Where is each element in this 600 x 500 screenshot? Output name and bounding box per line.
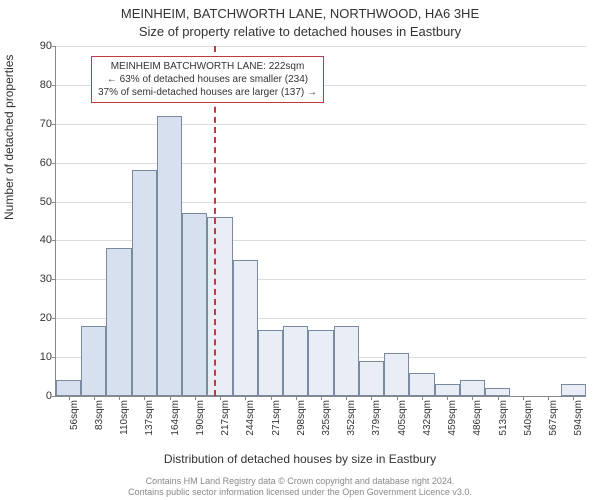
- histogram-bar: [359, 361, 384, 396]
- xtick-label: 325sqm: [321, 400, 332, 436]
- histogram-bar: [334, 326, 359, 396]
- histogram-bar: [207, 217, 232, 396]
- histogram-bar: [435, 384, 460, 396]
- xtick-label: 486sqm: [472, 400, 483, 436]
- xtick-label: 298sqm: [296, 400, 307, 436]
- ytick-mark: [52, 46, 56, 47]
- xtick-label: 379sqm: [371, 400, 382, 436]
- ytick-mark: [52, 202, 56, 203]
- histogram-bar: [132, 170, 157, 396]
- xtick-label: 110sqm: [119, 400, 130, 435]
- ytick-label: 30: [40, 273, 52, 285]
- callout-line2: ← 63% of detached houses are smaller (23…: [98, 73, 317, 86]
- xtick-label: 217sqm: [220, 400, 231, 436]
- xtick-label: 137sqm: [144, 400, 155, 436]
- histogram-bar: [409, 373, 434, 396]
- plot-area: 010203040506070809056sqm83sqm110sqm137sq…: [55, 46, 586, 397]
- ytick-mark: [52, 357, 56, 358]
- xtick-label: 405sqm: [397, 400, 408, 436]
- ytick-label: 40: [40, 234, 52, 246]
- histogram-bar: [485, 388, 510, 396]
- histogram-bar: [233, 260, 258, 396]
- histogram-bar: [460, 380, 485, 396]
- xtick-label: 352sqm: [346, 400, 357, 436]
- ytick-mark: [52, 279, 56, 280]
- ytick-label: 20: [40, 312, 52, 324]
- xtick-label: 540sqm: [523, 400, 534, 436]
- histogram-bar: [56, 380, 81, 396]
- ytick-label: 70: [40, 118, 52, 130]
- callout-line1: MEINHEIM BATCHWORTH LANE: 222sqm: [98, 60, 317, 73]
- grid-line: [56, 46, 586, 47]
- xtick-label: 164sqm: [170, 400, 181, 436]
- ytick-mark: [52, 163, 56, 164]
- callout-line3: 37% of semi-detached houses are larger (…: [98, 86, 317, 99]
- ytick-label: 80: [40, 79, 52, 91]
- property-callout: MEINHEIM BATCHWORTH LANE: 222sqm← 63% of…: [91, 56, 324, 103]
- ytick-mark: [52, 240, 56, 241]
- xtick-label: 567sqm: [548, 400, 559, 436]
- ytick-label: 0: [46, 390, 52, 402]
- xtick-label: 432sqm: [422, 400, 433, 436]
- grid-line: [56, 124, 586, 125]
- x-axis-label: Distribution of detached houses by size …: [0, 452, 600, 466]
- ytick-mark: [52, 85, 56, 86]
- footer-line1: Contains HM Land Registry data © Crown c…: [0, 476, 600, 487]
- xtick-label: 459sqm: [447, 400, 458, 436]
- footer-attribution: Contains HM Land Registry data © Crown c…: [0, 476, 600, 499]
- xtick-label: 83sqm: [94, 400, 105, 430]
- ytick-label: 10: [40, 351, 52, 363]
- footer-line2: Contains public sector information licen…: [0, 487, 600, 498]
- histogram-bar: [308, 330, 333, 396]
- histogram-bar: [258, 330, 283, 396]
- xtick-label: 244sqm: [245, 400, 256, 436]
- chart-container: MEINHEIM, BATCHWORTH LANE, NORTHWOOD, HA…: [0, 0, 600, 500]
- ytick-label: 90: [40, 40, 52, 52]
- xtick-label: 190sqm: [195, 400, 206, 436]
- histogram-bar: [283, 326, 308, 396]
- histogram-bar: [157, 116, 182, 396]
- ytick-mark: [52, 124, 56, 125]
- histogram-bar: [106, 248, 131, 396]
- histogram-bar: [561, 384, 586, 396]
- histogram-bar: [182, 213, 207, 396]
- chart-title-line1: MEINHEIM, BATCHWORTH LANE, NORTHWOOD, HA…: [0, 6, 600, 21]
- ytick-label: 50: [40, 196, 52, 208]
- ytick-mark: [52, 318, 56, 319]
- xtick-label: 594sqm: [573, 400, 584, 436]
- xtick-label: 56sqm: [69, 400, 80, 430]
- histogram-bar: [384, 353, 409, 396]
- ytick-mark: [52, 396, 56, 397]
- y-axis-label: Number of detached properties: [2, 55, 16, 220]
- xtick-label: 513sqm: [498, 400, 509, 436]
- histogram-bar: [81, 326, 106, 396]
- grid-line: [56, 163, 586, 164]
- chart-title-line2: Size of property relative to detached ho…: [0, 24, 600, 39]
- ytick-label: 60: [40, 157, 52, 169]
- xtick-label: 271sqm: [271, 400, 282, 436]
